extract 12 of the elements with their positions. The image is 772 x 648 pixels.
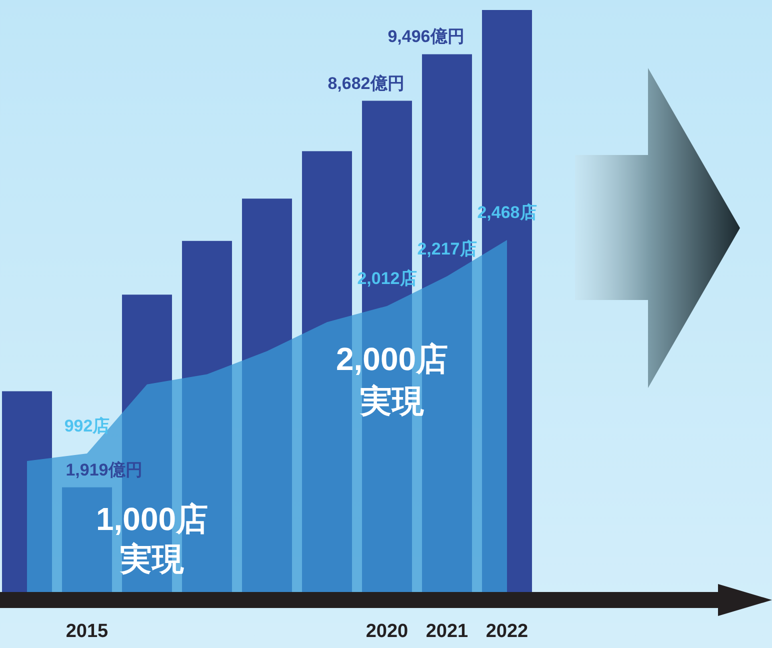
data-label: 992店	[64, 416, 110, 436]
x-tick-label: 2021	[426, 621, 469, 642]
annotation: 1,000店	[96, 501, 208, 537]
annotation: 実現	[119, 541, 184, 577]
annotation: 実現	[359, 383, 424, 419]
data-label: 8,682億円	[328, 74, 404, 93]
annotation: 2,000店	[336, 341, 448, 377]
x-tick-label: 2015	[66, 621, 109, 642]
x-tick-label: 2022	[486, 621, 528, 642]
data-label: 1,919億円	[66, 460, 142, 480]
x-tick-label: 2020	[366, 621, 408, 642]
data-label: 9,496億円	[388, 27, 464, 46]
